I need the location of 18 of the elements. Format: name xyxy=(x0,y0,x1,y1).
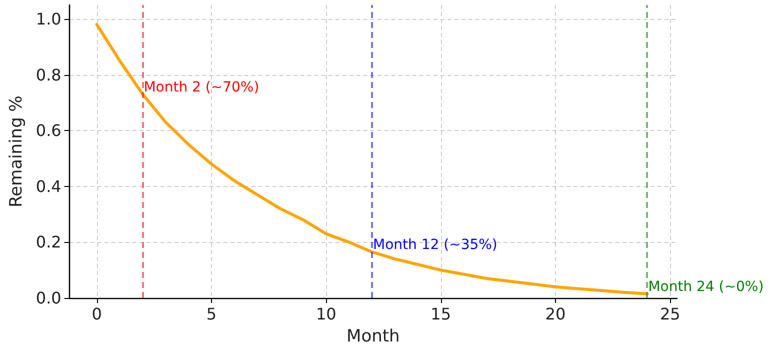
ref-line-label: Month 2 (~70%) xyxy=(144,79,260,96)
x-axis-title: Month xyxy=(346,326,400,346)
line-series xyxy=(95,23,649,296)
x-tick-label: 15 xyxy=(430,304,451,324)
y-axis-title: Remaining % xyxy=(6,96,26,208)
ref-line-label: Month 12 (~35%) xyxy=(373,236,498,253)
y-tick-label: 0.4 xyxy=(36,176,62,196)
x-tick-label: 5 xyxy=(206,304,217,324)
y-tick-label: 0.6 xyxy=(36,121,62,140)
x-tick-label: 0 xyxy=(92,304,102,324)
y-tick-label: 1.0 xyxy=(36,9,62,28)
x-tick-label: 20 xyxy=(545,304,566,324)
y-tick-label: 0.0 xyxy=(36,288,62,308)
ref-line-label: Month 24 (~0%) xyxy=(648,278,764,295)
y-tick-label: 0.8 xyxy=(36,65,62,84)
x-tick-label: 10 xyxy=(316,304,336,324)
y-tick-label: 0.2 xyxy=(36,232,62,252)
x-tick-label: 25 xyxy=(660,304,680,324)
